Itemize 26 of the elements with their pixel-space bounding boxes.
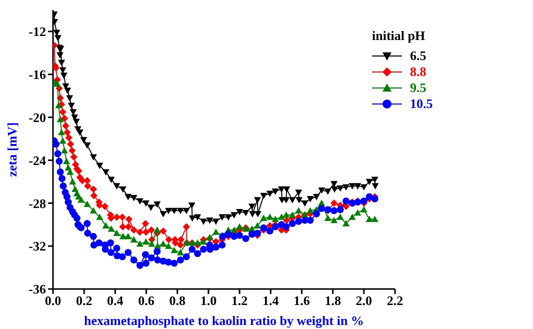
x-tick-label: 1.6: [294, 293, 310, 308]
x-tick-label: 2.0: [356, 293, 372, 308]
x-tick-label: 2.2: [386, 293, 404, 308]
x-tick-label: 0.4: [107, 293, 124, 308]
legend-label: 10.5: [410, 96, 433, 112]
legend-label: 8.8: [410, 64, 426, 80]
y-tick-label: -32: [28, 238, 46, 254]
x-tick-label: 0.8: [169, 293, 186, 308]
y-tick-label: -24: [28, 152, 46, 168]
x-tick-label: 0.6: [138, 293, 155, 308]
x-tick-label: 0.2: [76, 293, 92, 308]
legend-title: initial pH: [372, 28, 426, 44]
legend-label: 6.5: [410, 48, 426, 64]
y-axis-title: zeta [mV]: [4, 122, 20, 177]
y-tick-label: -20: [28, 110, 46, 125]
x-tick-label: 1.2: [231, 293, 248, 308]
y-tick-label: -16: [28, 67, 46, 82]
x-tick-label: 1.8: [324, 293, 342, 308]
x-tick-label: 0.0: [44, 293, 62, 308]
y-tick-label: -28: [28, 196, 46, 211]
legend-label: 9.5: [410, 80, 426, 96]
y-tick-label: -12: [28, 24, 46, 40]
x-tick-label: 1.4: [262, 293, 280, 308]
x-axis-title: hexametaphosphate to kaolin ratio by weight in %: [84, 313, 364, 328]
x-tick-label: 1.0: [200, 293, 217, 308]
y-tick-label: -36: [28, 282, 46, 297]
